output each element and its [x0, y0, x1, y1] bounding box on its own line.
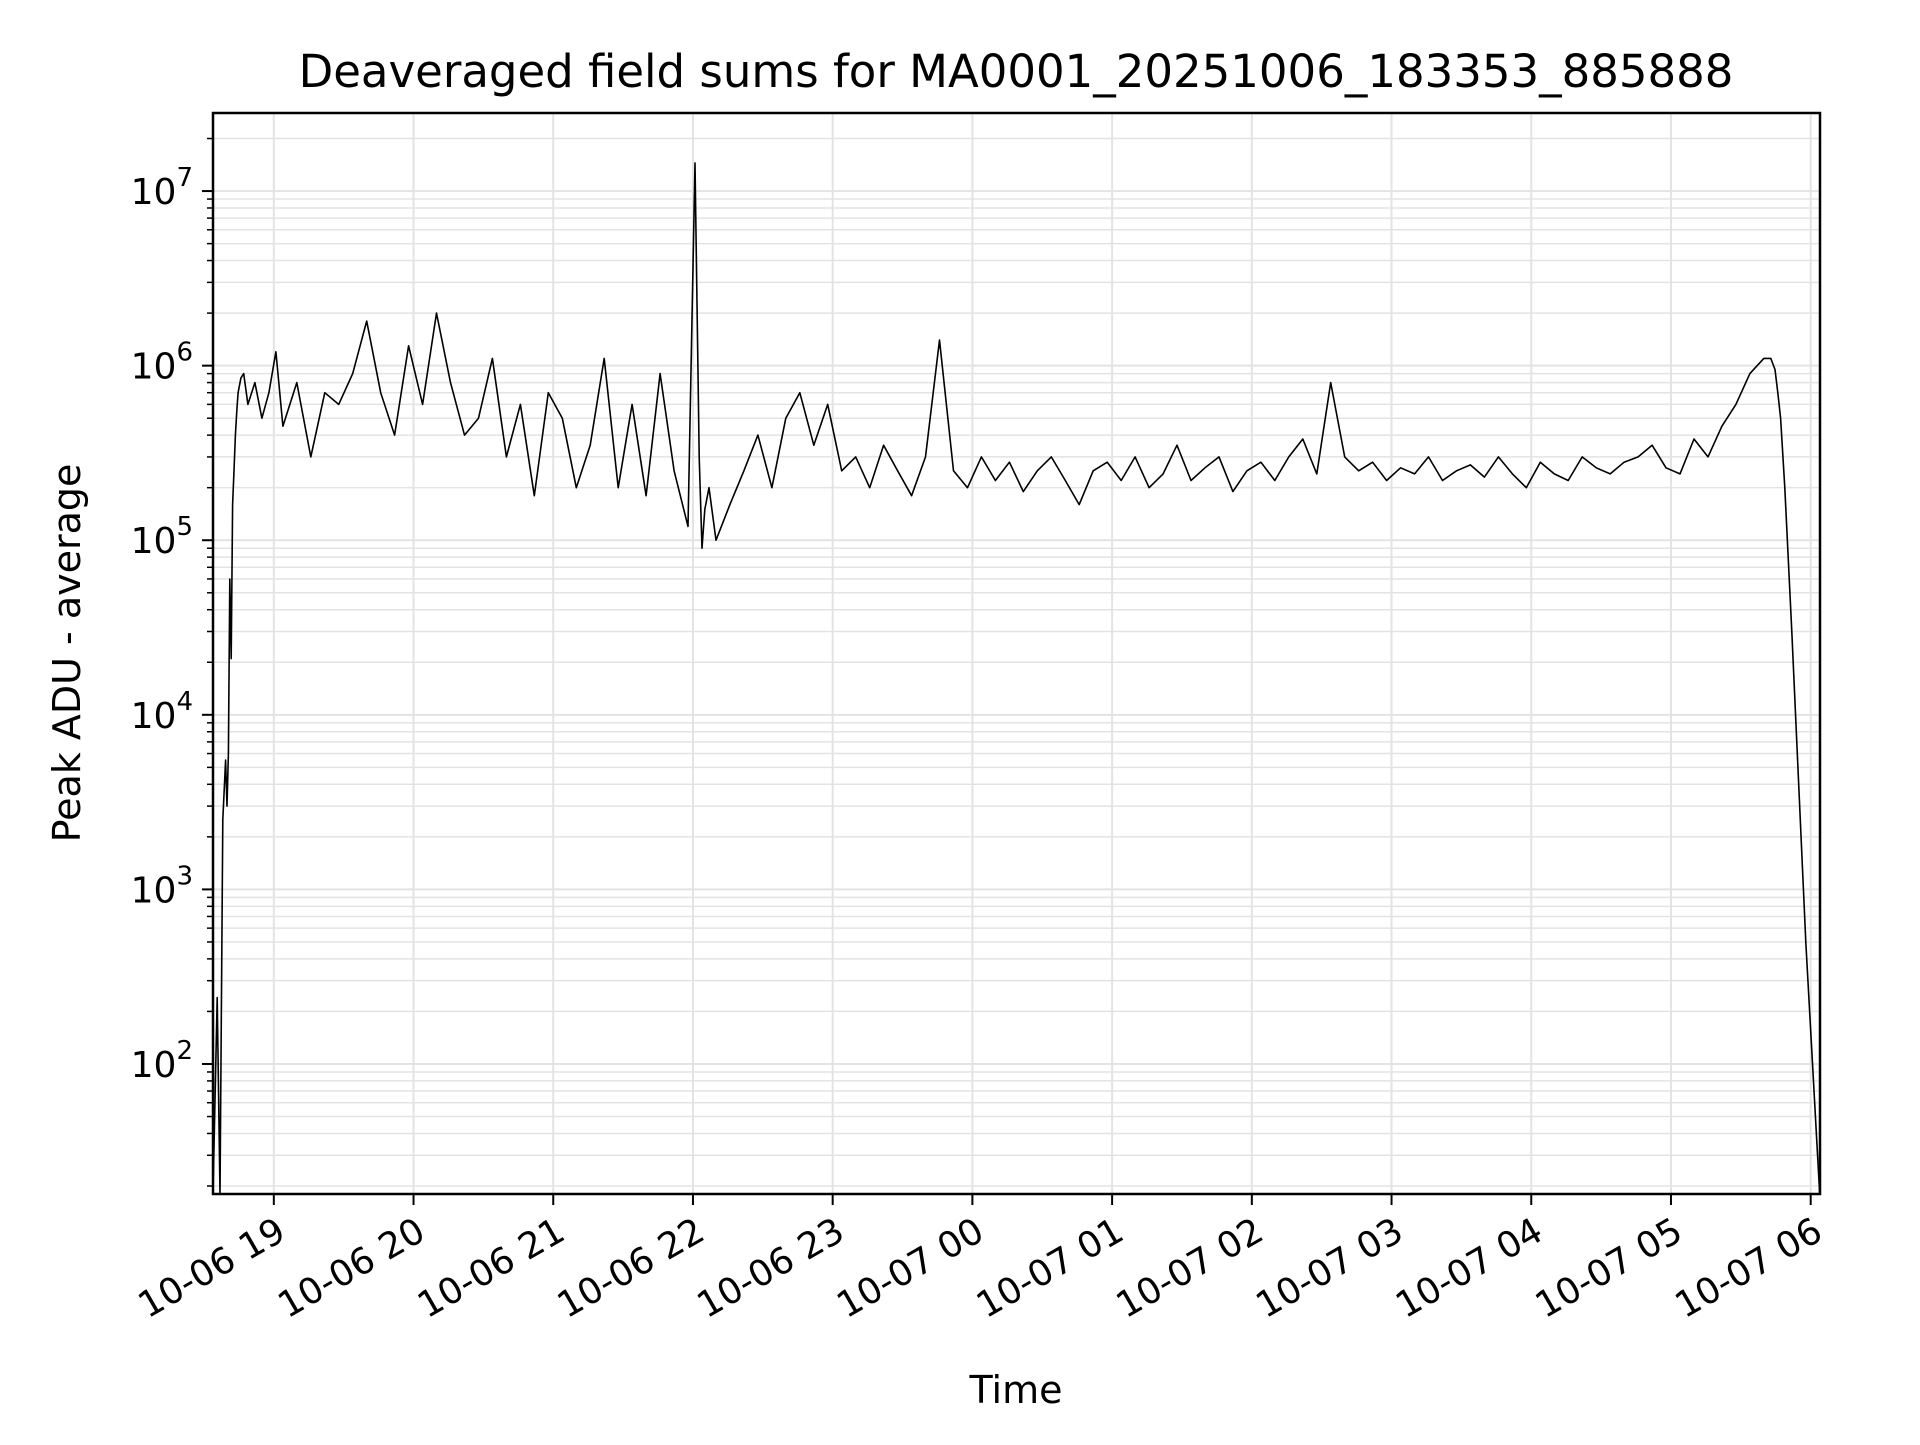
- y-tick-label: 107: [131, 163, 193, 213]
- y-axis-label: Peak ADU - average: [45, 464, 89, 843]
- y-tick-label: 106: [131, 338, 193, 388]
- grid-layer: [213, 113, 1820, 1194]
- y-tick-label: 104: [131, 687, 193, 737]
- y-tick-label: 102: [131, 1036, 193, 1086]
- x-axis-label: Time: [969, 1368, 1063, 1412]
- plot-frame: [211, 111, 1822, 1196]
- series-layer: [212, 162, 1821, 1195]
- y-tick-label: 105: [131, 512, 193, 562]
- series-line: [212, 162, 1821, 1195]
- y-tick-label: 103: [131, 861, 193, 911]
- chart-title: Deaveraged field sums for MA0001_2025100…: [299, 45, 1734, 98]
